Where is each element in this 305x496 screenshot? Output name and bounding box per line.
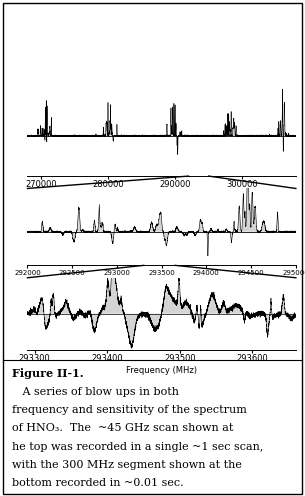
Text: frequency and sensitivity of the spectrum: frequency and sensitivity of the spectru… [12,405,247,415]
Text: A series of blow ups in both: A series of blow ups in both [12,387,179,397]
Text: he top was recorded in a single ~1 sec scan,: he top was recorded in a single ~1 sec s… [12,442,264,452]
X-axis label: Frequency (MHz): Frequency (MHz) [126,366,197,374]
Text: bottom recorded in ~0.01 sec.: bottom recorded in ~0.01 sec. [12,478,184,489]
Text: Figure II-1.: Figure II-1. [12,369,84,379]
Text: with the 300 MHz segment shown at the: with the 300 MHz segment shown at the [12,460,242,470]
Text: of HNO₃.  The  ~45 GHz scan shown at: of HNO₃. The ~45 GHz scan shown at [12,424,233,434]
